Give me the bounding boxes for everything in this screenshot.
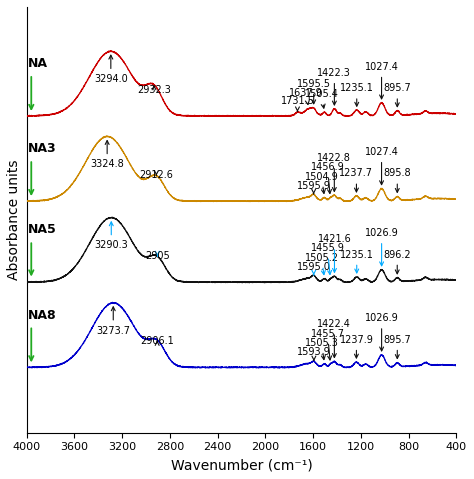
Text: 895.7: 895.7 bbox=[383, 83, 411, 107]
Text: 1637.9: 1637.9 bbox=[289, 88, 323, 104]
Text: 1422.3: 1422.3 bbox=[318, 68, 351, 105]
Text: 1026.9: 1026.9 bbox=[365, 228, 399, 266]
Y-axis label: Absorbance units: Absorbance units bbox=[7, 160, 21, 280]
Text: 3294.0: 3294.0 bbox=[94, 55, 128, 84]
Text: 1455.7: 1455.7 bbox=[310, 329, 345, 360]
Text: 1237.7: 1237.7 bbox=[339, 169, 374, 192]
Text: 2912.6: 2912.6 bbox=[139, 170, 173, 180]
Text: 895.8: 895.8 bbox=[383, 169, 411, 193]
Text: NA5: NA5 bbox=[27, 224, 56, 237]
Text: 2906.1: 2906.1 bbox=[140, 336, 174, 346]
Text: 1026.9: 1026.9 bbox=[365, 313, 399, 351]
Text: 1595.0: 1595.0 bbox=[297, 262, 331, 275]
Text: 1595.5: 1595.5 bbox=[297, 79, 331, 104]
Text: 1593.9: 1593.9 bbox=[297, 347, 331, 360]
Text: 3273.7: 3273.7 bbox=[96, 307, 130, 335]
Text: 1456.9: 1456.9 bbox=[310, 162, 345, 194]
X-axis label: Wavenumber (cm⁻¹): Wavenumber (cm⁻¹) bbox=[171, 458, 312, 472]
Text: 2905: 2905 bbox=[145, 251, 170, 261]
Text: 1731.5: 1731.5 bbox=[281, 96, 314, 111]
Text: 1027.4: 1027.4 bbox=[365, 147, 399, 184]
Text: NA3: NA3 bbox=[27, 142, 56, 155]
Text: 1505.3: 1505.3 bbox=[305, 338, 338, 360]
Text: 1422.4: 1422.4 bbox=[318, 319, 351, 357]
Text: NA8: NA8 bbox=[27, 308, 56, 322]
Text: 1505.4: 1505.4 bbox=[305, 90, 338, 108]
Text: 2932.3: 2932.3 bbox=[137, 85, 171, 95]
Text: 1455.9: 1455.9 bbox=[310, 243, 345, 274]
Text: 1504.9: 1504.9 bbox=[305, 171, 338, 194]
Text: NA: NA bbox=[27, 57, 48, 70]
Text: 1422.8: 1422.8 bbox=[318, 153, 351, 192]
Text: 3324.8: 3324.8 bbox=[90, 140, 124, 169]
Text: 1505.2: 1505.2 bbox=[304, 253, 338, 274]
Text: 1237.9: 1237.9 bbox=[339, 335, 374, 358]
Text: 1421.6: 1421.6 bbox=[318, 234, 351, 273]
Text: 1595.9: 1595.9 bbox=[297, 181, 330, 194]
Text: 1027.4: 1027.4 bbox=[365, 62, 399, 99]
Text: 3290.3: 3290.3 bbox=[94, 222, 128, 251]
Text: 1235.1: 1235.1 bbox=[340, 83, 374, 106]
Text: 895.7: 895.7 bbox=[383, 335, 411, 358]
Text: 1235.1: 1235.1 bbox=[340, 250, 374, 273]
Text: 896.2: 896.2 bbox=[383, 250, 411, 274]
